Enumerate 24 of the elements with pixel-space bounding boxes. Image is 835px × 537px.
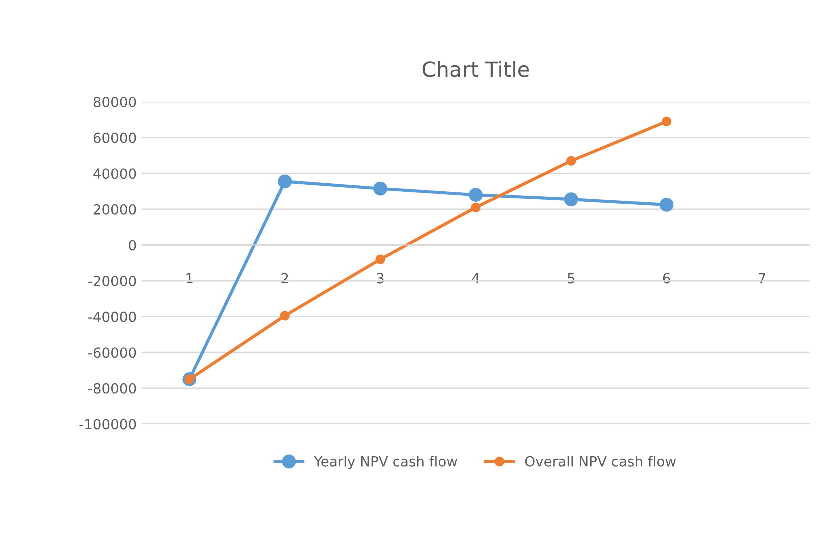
- point: [564, 192, 578, 207]
- point: [471, 202, 481, 212]
- point: [566, 156, 576, 166]
- y-tick-label: 20000: [94, 204, 136, 215]
- y-tick-label: 80000: [94, 97, 136, 108]
- point: [662, 116, 672, 127]
- point: [469, 188, 483, 202]
- y-tick-label: -100000: [80, 419, 136, 430]
- point: [280, 311, 290, 321]
- x-tick-label: 3: [377, 273, 384, 284]
- y-tick-label: -20000: [88, 276, 136, 287]
- point: [660, 198, 674, 212]
- y-tick-label: -80000: [88, 383, 136, 394]
- chart-title: Chart Title: [422, 61, 530, 78]
- legend-label: Yearly NPV cash flow: [314, 456, 458, 470]
- y-tick-label: 40000: [94, 168, 136, 180]
- point: [376, 254, 386, 264]
- y-tick-label: -40000: [88, 312, 136, 322]
- y-tick-label: 60000: [94, 132, 136, 144]
- legend-label: Overall NPV cash flow: [525, 456, 676, 467]
- y-tick-label: -60000: [88, 348, 136, 358]
- point: [374, 182, 388, 196]
- point: [278, 174, 292, 189]
- y-tick-label: 0: [129, 240, 136, 251]
